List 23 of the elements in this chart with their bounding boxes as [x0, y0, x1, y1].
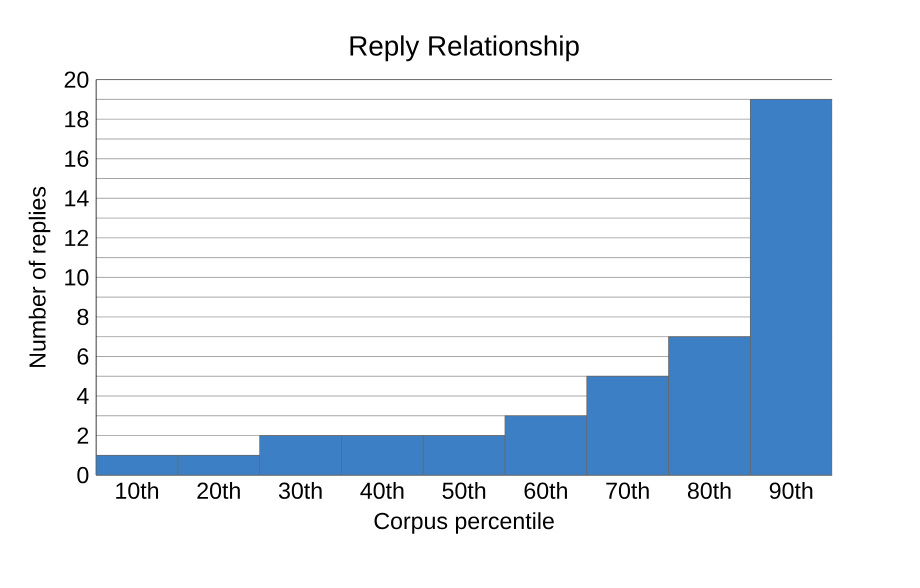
x-tick-label: 10th [116, 482, 158, 500]
y-axis-title: Number of replies [28, 186, 50, 368]
y-tick-label: 18 [65, 111, 88, 128]
y-tick-label: 20 [64, 72, 88, 88]
x-tick-label: 90th [770, 482, 812, 500]
y-tick-label: 4 [76, 388, 89, 404]
x-tick-label: 80th [688, 482, 730, 500]
y-tick-label: 12 [65, 230, 88, 246]
x-tick-label: 50th [442, 482, 486, 500]
y-tick-label: 14 [65, 190, 89, 206]
x-tick-label: 70th [606, 482, 649, 500]
y-tick-label: 16 [65, 150, 88, 168]
x-tick-label: 60th [524, 482, 567, 500]
chart-title: Reply Relationship [350, 35, 579, 62]
y-tick-label: 10 [65, 269, 88, 286]
y-tick-label: 8 [77, 308, 88, 326]
y-tick-label: 0 [77, 467, 88, 484]
y-tick-label: 2 [78, 428, 88, 444]
x-axis-title: Corpus percentile [374, 512, 554, 534]
x-tick-label: 30th [278, 482, 322, 500]
x-tick-label: 20th [197, 482, 240, 500]
y-tick-label: 6 [78, 348, 88, 365]
x-tick-label: 40th [360, 482, 404, 500]
